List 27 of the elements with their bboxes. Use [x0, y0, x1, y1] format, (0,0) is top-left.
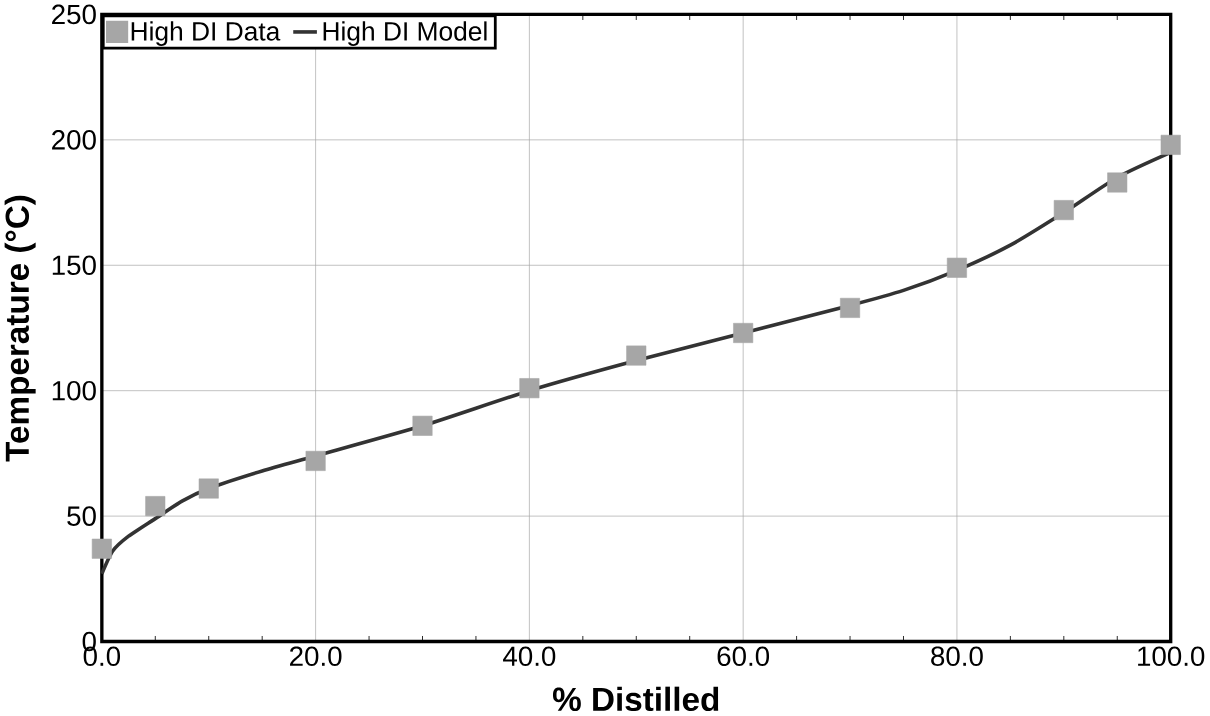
x-tick-label: 20.0	[290, 646, 342, 667]
point	[305, 451, 326, 472]
y-tick-label: 200	[52, 130, 96, 150]
x-tick-label: 80.0	[931, 646, 983, 667]
point	[198, 478, 219, 499]
point	[626, 345, 647, 366]
point	[145, 496, 166, 517]
x-axis-title: % Distilled	[552, 686, 719, 712]
y-tick-label: 50	[67, 506, 96, 527]
y-axis-title: Temperature (°C)	[4, 195, 36, 462]
y-tick-label: 150	[52, 255, 96, 276]
legend-label: High DI Data	[131, 21, 281, 47]
point	[1160, 135, 1181, 155]
point	[91, 538, 112, 559]
x-tick-label: 40.0	[503, 646, 556, 667]
y-tick-label: 100	[52, 381, 96, 401]
y-tick-label: 250	[52, 4, 96, 25]
legend-label: High DI Model	[323, 21, 487, 47]
x-tick-label: 60.0	[717, 646, 770, 667]
point	[1107, 172, 1128, 193]
point	[412, 415, 433, 436]
point	[519, 378, 540, 399]
x-tick-label: 100.0	[1138, 646, 1205, 667]
point	[840, 298, 861, 319]
point	[1053, 200, 1074, 221]
point	[733, 323, 754, 344]
point	[946, 257, 967, 278]
